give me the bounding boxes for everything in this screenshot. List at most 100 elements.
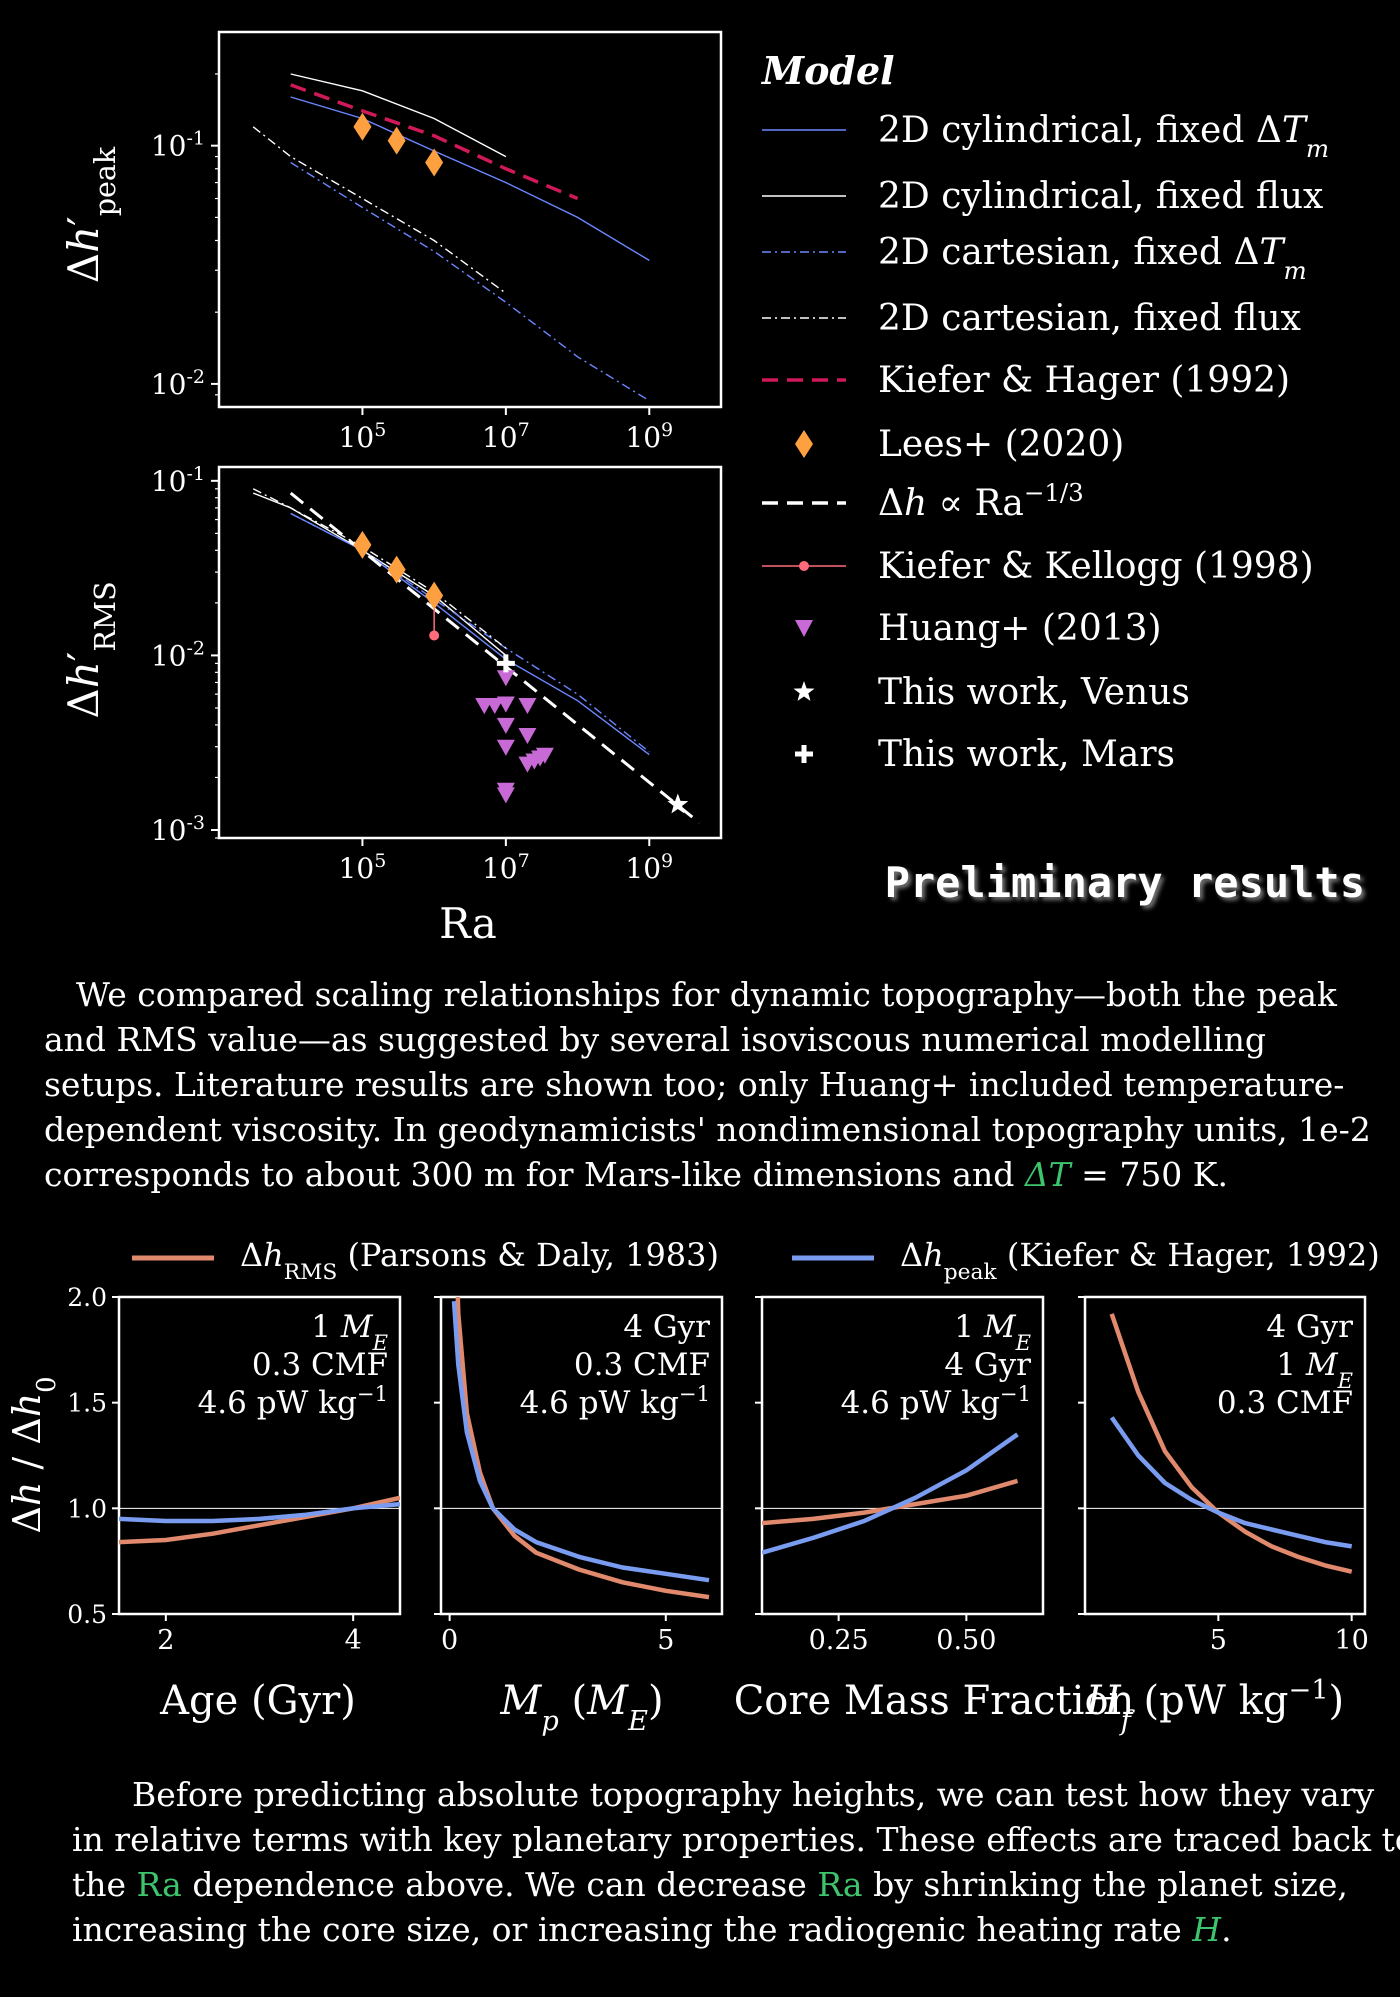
small-panel-3-annotation-part: 4 Gyr xyxy=(944,1347,1031,1383)
mid-huang-marker xyxy=(518,698,537,715)
small-panel-4-xtick-label: 10 xyxy=(1334,1625,1368,1656)
small-panel-4-xlabel-part: −1 xyxy=(1288,1675,1328,1706)
mid-ylabel-part: Δ xyxy=(59,688,108,718)
bottom-legend-rms-label-part: (Parsons & Daly, 1983) xyxy=(337,1236,719,1274)
legend-title: Model xyxy=(760,48,895,93)
paragraph-2-line: increasing the core size, or increasing … xyxy=(72,1907,1400,1952)
top-ylabel-part: ′ xyxy=(59,216,108,226)
mid-xtick-label-part: 10 xyxy=(339,852,375,885)
small-panel-2-annotation-part: 0.3 CMF xyxy=(574,1347,710,1383)
small-panel-1-xtick-label: 2 xyxy=(157,1625,174,1656)
bottom-ylabel-part: h xyxy=(5,1393,49,1417)
legend-label-part: T xyxy=(1282,110,1309,151)
mid-ytick-label-part: 10 xyxy=(151,639,187,672)
top-xtick-label: 105 xyxy=(339,419,387,454)
mid-xtick-label-part: 7 xyxy=(518,850,530,872)
legend-label: This work, Mars xyxy=(878,734,1175,775)
small-panel-1-annotation-part: 0.3 CMF xyxy=(252,1347,388,1383)
top-ytick-label: 10-1 xyxy=(151,128,205,163)
top-series-line xyxy=(290,161,650,402)
bottom-legend-peak-label-part: (Kiefer & Hager, 1992) xyxy=(997,1236,1380,1274)
mid-mars-plus xyxy=(496,654,515,673)
bottom-legend-rms-label: ΔhRMS (Parsons & Daly, 1983) xyxy=(240,1236,719,1285)
small-panel-4-annotation: 0.3 CMF xyxy=(1217,1385,1353,1421)
legend-label: Huang+ (2013) xyxy=(878,608,1162,649)
paragraph-2-line: the Ra dependence above. We can decrease… xyxy=(72,1862,1400,1907)
top-xtick-label-part: 7 xyxy=(518,419,530,441)
mid-xtick-label-part: 10 xyxy=(625,852,661,885)
small-panel-3-xlabel-part: Core Mass Fraction xyxy=(734,1678,1135,1724)
top-lees-marker xyxy=(353,112,372,141)
paragraph-1-line: corresponds to about 300 m for Mars-like… xyxy=(44,1152,1371,1197)
paragraph-1-line: and RMS value—as suggested by several is… xyxy=(44,1020,1266,1059)
small-panel-4-annotation-part: 1 xyxy=(1276,1347,1306,1383)
small-panel-2-annotation: 4 Gyr xyxy=(623,1309,710,1345)
mid-lees-marker xyxy=(387,555,406,584)
legend-label-part: m xyxy=(1306,134,1329,163)
small-panel-3-annotation-part: 1 xyxy=(954,1309,984,1345)
small-panel-4-annotation: 1 ME xyxy=(1276,1347,1353,1393)
small-panel-2-annotation-part: 4.6 pW kg xyxy=(520,1385,679,1421)
ra-highlight: Ra xyxy=(136,1865,182,1904)
top-xtick-label-part: 10 xyxy=(625,421,661,454)
legend-diamond xyxy=(795,430,813,458)
small-panel-1-xtick-label: 4 xyxy=(345,1625,362,1656)
bottom-legend-peak-label-part: peak xyxy=(944,1260,998,1285)
legend-star xyxy=(793,681,815,701)
paragraph-1: We compared scaling relationships for dy… xyxy=(44,972,1371,1197)
mid-frame xyxy=(217,465,723,840)
top-xtick-label-part: 10 xyxy=(482,421,518,454)
mid-series-line xyxy=(290,512,650,756)
top-ylabel: Δh′peak xyxy=(59,146,122,283)
small-panel-4-series-rms xyxy=(1109,1313,1353,1574)
legend-label: Lees+ (2020) xyxy=(878,424,1124,465)
small-panel-4-frame xyxy=(1083,1295,1367,1616)
small-panel-4-annotation-part: E xyxy=(1337,1368,1354,1393)
mid-xtick-label-part: 9 xyxy=(661,850,673,872)
small-panel-1-plot-area xyxy=(119,1495,400,1545)
small-panel-3-annotation: 4.6 pW kg−1 xyxy=(841,1381,1031,1422)
top-ytick-label-part: 10 xyxy=(151,368,187,401)
mid-series-line xyxy=(252,492,507,656)
mid-ytick-label: 10-1 xyxy=(151,463,205,498)
top-frame xyxy=(217,30,723,409)
legend-label: Kiefer & Hager (1992) xyxy=(878,360,1290,401)
top-lees-marker xyxy=(425,148,444,177)
mid-huang-marker xyxy=(496,670,515,687)
top-series-line xyxy=(290,96,650,262)
small-panel-4-plot-area xyxy=(1109,1313,1353,1574)
small-panel-3-series-rms xyxy=(762,1478,1019,1526)
top-series-line xyxy=(290,73,507,158)
mid-ytick-label: 10-2 xyxy=(151,637,205,672)
mid-ytick-label-part: -1 xyxy=(186,463,205,485)
bottom-legend-peak-label-part: Δ xyxy=(900,1236,923,1274)
bottom-legend-rms-label-part: RMS xyxy=(284,1260,338,1285)
paragraph-2-text: increasing the core size, or increasing … xyxy=(72,1910,1193,1949)
small-panel-4-xlabel: Hf (pW kg−1) xyxy=(1085,1675,1344,1737)
small-panel-4-annotation-part: M xyxy=(1305,1347,1339,1383)
small-panel-1-series-peak xyxy=(119,1501,400,1524)
legend-label-part: T xyxy=(1259,232,1286,273)
small-panel-1-annotation: 1 ME xyxy=(311,1309,388,1355)
paragraph-2-text: by shrinking the planet size, xyxy=(862,1865,1348,1904)
small-panel-2-xlabel-part: p xyxy=(541,1706,558,1737)
top-plot-area xyxy=(252,73,650,402)
paragraph-1-text: corresponds to about 300 m for Mars-like… xyxy=(44,1155,1025,1194)
small-panel-2-plot-area xyxy=(451,1297,710,1600)
paragraph-1-text: = 750 K. xyxy=(1070,1155,1228,1194)
legend-label-part: h xyxy=(904,483,927,524)
bottom-ylabel-part: Δ xyxy=(5,1506,49,1533)
small-panel-2-xlabel: Mp (ME) xyxy=(499,1678,663,1737)
mid-xtick-label: 109 xyxy=(625,850,673,885)
bottom-ylabel: Δh / Δh0 xyxy=(5,1376,62,1533)
small-panel-1-annotation-part: E xyxy=(372,1330,389,1355)
small-panel-4-xtick-label: 5 xyxy=(1210,1625,1227,1656)
legend-label: This work, Venus xyxy=(878,672,1190,713)
small-panel-3-annotation-part: 4.6 pW kg xyxy=(841,1385,1000,1421)
small-panel-2-xlabel-part: E xyxy=(627,1706,648,1737)
small-panel-1-ytick-label: 2.0 xyxy=(67,1283,107,1312)
small-panel-1-ytick-label: 0.5 xyxy=(67,1600,107,1629)
legend-plus xyxy=(795,745,813,763)
mid-ytick-label-part: -3 xyxy=(186,812,205,834)
